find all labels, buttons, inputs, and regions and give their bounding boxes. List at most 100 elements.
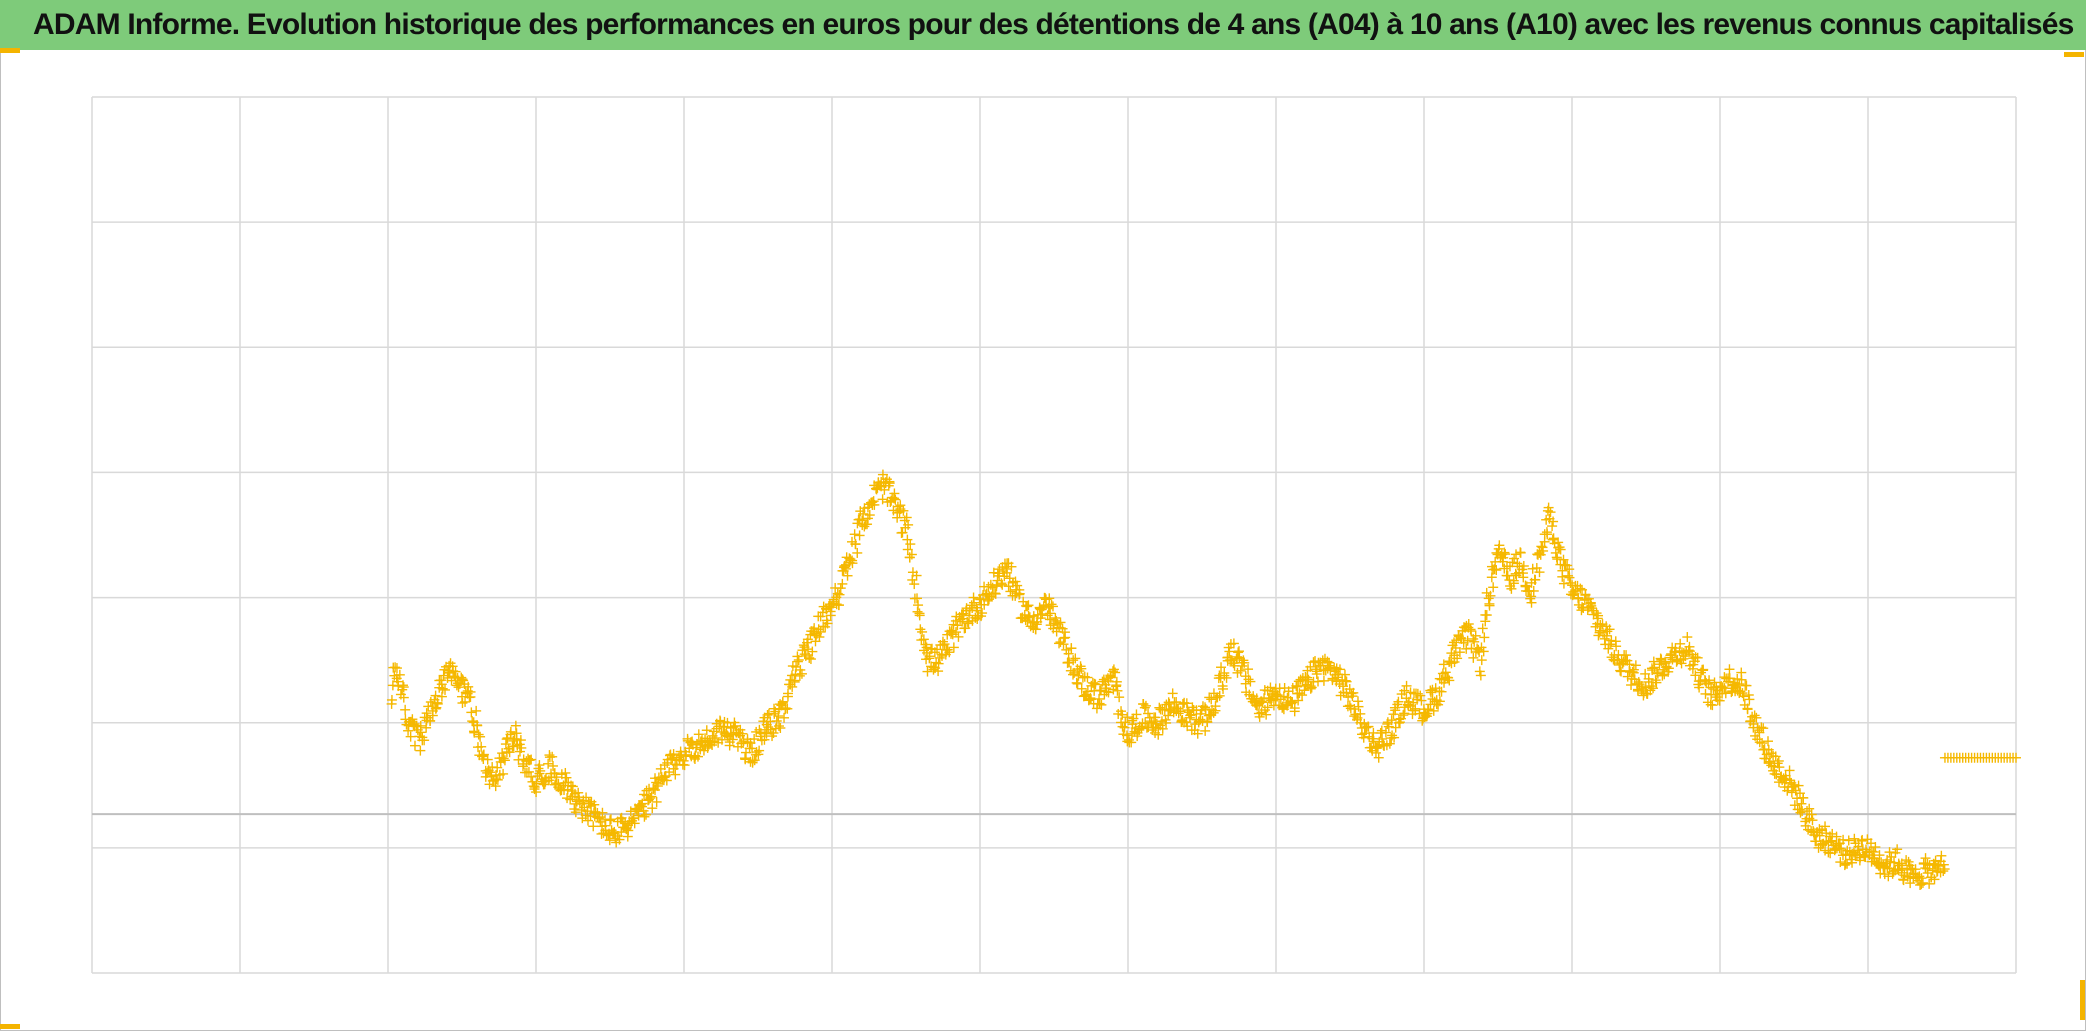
scatter-point-243 bbox=[585, 798, 596, 809]
scatter-point-1625 bbox=[1719, 683, 1730, 694]
scatter-point-1404 bbox=[1538, 545, 1549, 556]
scatter-point-318 bbox=[646, 791, 657, 802]
scatter-point-1892 bbox=[1939, 864, 1950, 875]
scatter-point-1395 bbox=[1530, 574, 1541, 585]
scatter-point-625 bbox=[898, 505, 909, 516]
scatter-point-1005 bbox=[1210, 701, 1221, 712]
scatter-point-1118 bbox=[1303, 674, 1314, 685]
scatter-point-1572 bbox=[1676, 658, 1687, 669]
scatter-point-1340 bbox=[1486, 572, 1497, 583]
chart-title: ADAM Informe. Evolution historique des p… bbox=[33, 8, 2074, 41]
scatter-point-1240 bbox=[1403, 696, 1414, 707]
scatter-point-1066 bbox=[1261, 709, 1272, 720]
scatter-point-711 bbox=[969, 597, 980, 608]
scatter-point-1447 bbox=[1573, 592, 1584, 603]
scatter-point-474 bbox=[773, 721, 784, 732]
scatter-point-319 bbox=[647, 803, 658, 814]
scatter-point-1161 bbox=[1339, 669, 1350, 680]
scatter-point-1483 bbox=[1603, 643, 1614, 654]
scatter-point-375 bbox=[692, 751, 703, 762]
scatter-point-514 bbox=[807, 646, 818, 657]
scatter-point-1651 bbox=[1741, 680, 1752, 691]
scatter-point-638 bbox=[909, 579, 920, 590]
scatter-point-1338 bbox=[1484, 600, 1495, 611]
scatter-point-868 bbox=[1098, 674, 1109, 685]
scatter-point-230 bbox=[573, 787, 584, 798]
scatter-point-1283 bbox=[1438, 659, 1449, 670]
scatter-point-427 bbox=[735, 730, 746, 741]
scatter-point-791 bbox=[1034, 602, 1045, 613]
scatter-point-895 bbox=[1120, 717, 1131, 728]
scatter-point-550 bbox=[837, 578, 848, 589]
scatter-point-247 bbox=[588, 821, 599, 832]
scatter-point-668 bbox=[933, 658, 944, 669]
scatter-point-1226 bbox=[1393, 696, 1404, 707]
scatter-point-485 bbox=[782, 691, 793, 702]
scatter-point-1218 bbox=[1387, 730, 1398, 741]
scatter-point-493 bbox=[789, 675, 800, 686]
scatter-point-523 bbox=[814, 632, 825, 643]
scatter-point-57 bbox=[432, 698, 443, 709]
scatter-point-609 bbox=[884, 478, 895, 489]
scatter-point-112 bbox=[477, 751, 488, 762]
scatter-point-1824 bbox=[1883, 871, 1894, 882]
scatter-point-580 bbox=[862, 519, 873, 530]
scatter-point-1044 bbox=[1243, 674, 1254, 685]
scatter-point-1299 bbox=[1452, 653, 1463, 664]
resize-handle-right[interactable] bbox=[2080, 980, 2085, 1020]
scatter-point-206 bbox=[553, 778, 564, 789]
scatter-point-842 bbox=[1076, 683, 1087, 694]
scatter-point-923 bbox=[1143, 708, 1154, 719]
scatter-point-640 bbox=[911, 570, 922, 581]
title-bar: ADAM Informe. Evolution historique des p… bbox=[0, 0, 2086, 50]
scatter-point-548 bbox=[834, 589, 845, 600]
scatter-point-268 bbox=[605, 815, 616, 826]
scatter-series bbox=[386, 469, 2021, 891]
scatter-point-104 bbox=[471, 705, 482, 716]
scatter-point-1179 bbox=[1353, 701, 1364, 712]
scatter-point-705 bbox=[964, 610, 975, 621]
scatter-point-1253 bbox=[1415, 690, 1426, 701]
scatter-point-908 bbox=[1131, 709, 1142, 720]
scatter-point-751 bbox=[1001, 567, 1012, 578]
resize-handle-bottom-left[interactable] bbox=[0, 1024, 20, 1029]
scatter-point-835 bbox=[1071, 677, 1082, 688]
scatter-point-91 bbox=[460, 696, 471, 707]
scatter-point-172 bbox=[526, 771, 537, 782]
resize-handle-top-left[interactable] bbox=[0, 48, 20, 53]
scatter-point-1869 bbox=[1920, 853, 1931, 864]
scatter-point-1038 bbox=[1238, 655, 1249, 666]
scatter-point-1254 bbox=[1416, 695, 1427, 706]
scatter-point-802 bbox=[1044, 593, 1055, 604]
scatter-point-556 bbox=[840, 563, 851, 574]
scatter-point-1717 bbox=[1795, 807, 1806, 818]
scatter-point-1522 bbox=[1634, 679, 1645, 690]
scatter-point-66 bbox=[440, 684, 451, 695]
scatter-point-281 bbox=[616, 827, 627, 838]
scatter-point-167 bbox=[521, 767, 532, 778]
scatter-point-1221 bbox=[1389, 732, 1400, 743]
scatter-point-510 bbox=[804, 652, 815, 663]
scatter-point-1 bbox=[386, 694, 397, 705]
scatter-point-1280 bbox=[1436, 686, 1447, 697]
scatter-point-1409 bbox=[1542, 529, 1553, 540]
scatter-point-1121 bbox=[1305, 683, 1316, 694]
scatter-point-178 bbox=[531, 787, 542, 798]
scatter-point-755 bbox=[1005, 586, 1016, 597]
scatter-point-1105 bbox=[1293, 695, 1304, 706]
scatter-point-692 bbox=[953, 631, 964, 642]
scatter-point-910 bbox=[1132, 731, 1143, 742]
scatter-point-421 bbox=[730, 720, 741, 731]
scatter-point-335 bbox=[659, 760, 670, 771]
scatter-point-433 bbox=[740, 753, 751, 764]
scatter-point-975 bbox=[1186, 709, 1197, 720]
scatter-point-866 bbox=[1096, 699, 1107, 710]
scatter-point-1333 bbox=[1480, 616, 1491, 627]
scatter-point-1775 bbox=[1843, 835, 1854, 846]
scatter-point-1079 bbox=[1271, 689, 1282, 700]
scatter-point-1750 bbox=[1823, 847, 1834, 858]
scatter-point-1181 bbox=[1355, 708, 1366, 719]
scatter-point-655 bbox=[922, 666, 933, 677]
scatter-point-599 bbox=[877, 494, 888, 505]
resize-handle-top-right[interactable] bbox=[2064, 52, 2084, 57]
